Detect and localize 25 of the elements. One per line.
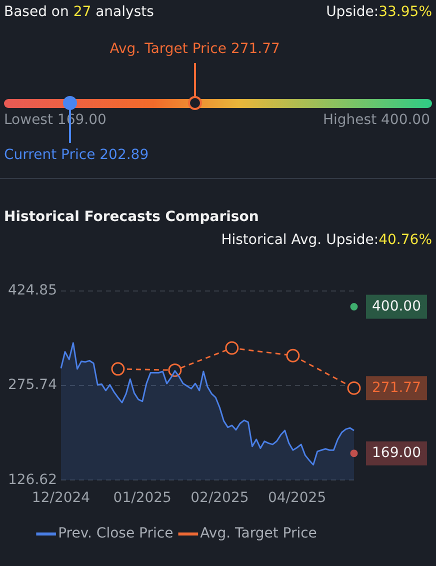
x-tick-label: 12/2024 [32,490,90,506]
text: Highest 400.00 [322,112,430,128]
point [347,381,361,395]
point [225,341,239,355]
x-tick-label: 01/2025 [113,490,172,506]
text: Current Price 202.89 [4,147,149,163]
y-tick-label: 275.74 [8,377,58,394]
text: Based on 27 analysts [4,4,154,20]
y-tick-label: 424.85 [8,282,57,299]
legend-label: Avg. Target Price [200,526,317,542]
x-tick-label: 04/2025 [268,490,326,506]
data-label: 400.00 [372,298,421,314]
text: Avg. Target Price 271.77 [110,41,280,57]
point [350,303,358,311]
legend-label: Prev. Close Price [58,526,174,542]
point [111,362,125,376]
data-label: 169.00 [372,444,421,461]
x-tick-label: 02/2025 [190,490,249,506]
text: Upside:33.95% [326,4,432,20]
point [286,348,300,362]
point [350,450,358,458]
chart-title: Historical Forecasts Comparison [3,208,260,227]
chart-subtitle: Historical Avg. Upside:40.76% [221,232,432,248]
y-tick-label: 126.62 [8,472,57,488]
data-label: 271.77 [372,380,421,396]
